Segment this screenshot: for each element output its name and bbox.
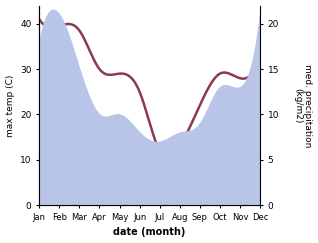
- X-axis label: date (month): date (month): [114, 227, 186, 237]
- Y-axis label: med. precipitation
(kg/m2): med. precipitation (kg/m2): [293, 64, 313, 147]
- Y-axis label: max temp (C): max temp (C): [5, 74, 15, 137]
